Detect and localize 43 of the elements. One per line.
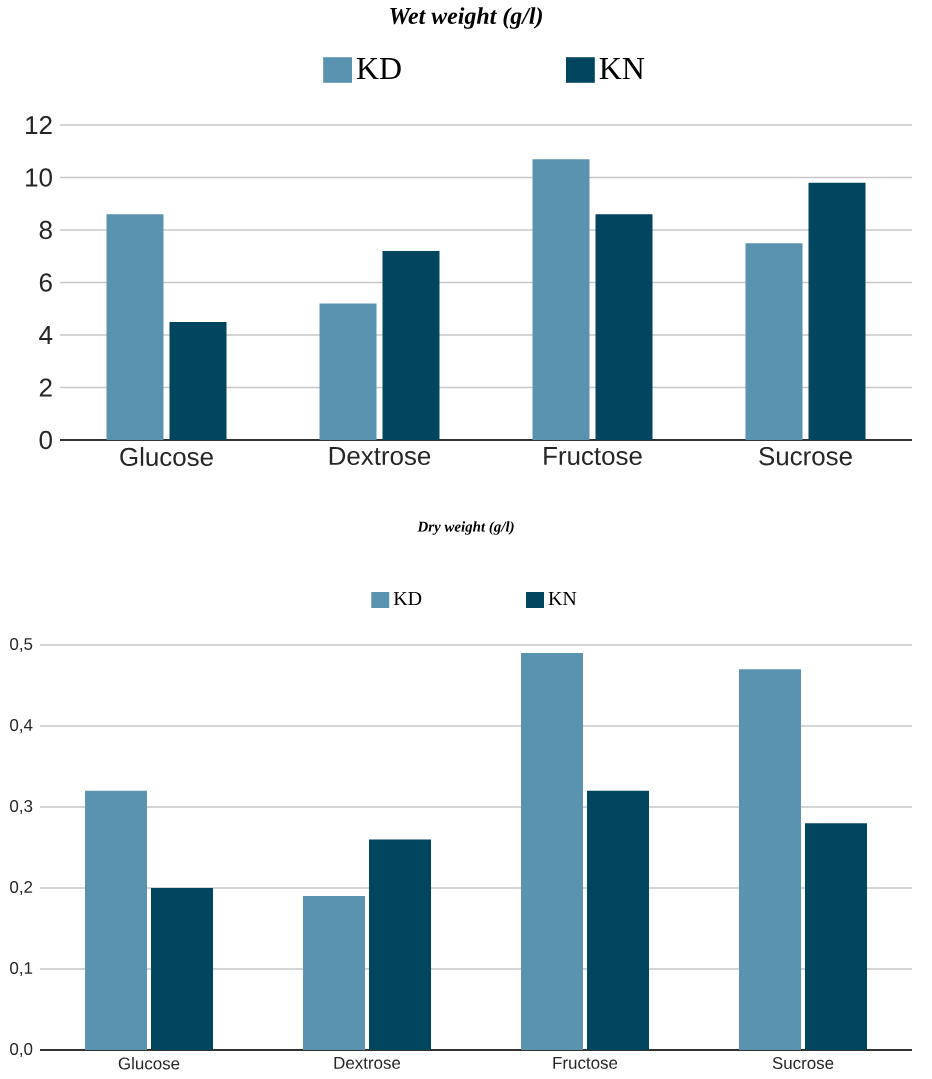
y-tick-label: 0,4	[10, 719, 33, 733]
bar	[303, 896, 365, 1051]
y-tick-label: 2	[39, 378, 52, 397]
x-tick-label: Glucose	[120, 447, 213, 467]
bar	[85, 790, 147, 1051]
legend-label: KN	[599, 58, 645, 79]
y-tick-label: 10	[26, 168, 52, 187]
x-tick-label: Fructose	[553, 1057, 618, 1069]
bar	[169, 321, 227, 441]
y-tick-label: 12	[26, 115, 52, 135]
x-tick-label: Dextrose	[334, 1057, 401, 1069]
bar	[319, 303, 377, 441]
y-tick-label: 0	[39, 430, 52, 450]
bar	[595, 214, 653, 441]
x-tick-label: Glucose	[118, 1057, 180, 1070]
y-tick-label: 0,3	[10, 800, 33, 814]
y-tick-label: 6	[39, 273, 52, 292]
bar	[532, 159, 590, 441]
bar	[739, 669, 802, 1051]
bar	[808, 182, 866, 441]
bar	[369, 839, 432, 1051]
legend-label: KD	[393, 591, 422, 606]
chart-title: Wet weight (g/l)	[390, 7, 542, 29]
x-tick-label: Sucrose	[759, 447, 852, 466]
x-tick-label: Sucrose	[772, 1057, 834, 1070]
x-tick-label: Dextrose	[329, 447, 431, 466]
bar	[151, 888, 213, 1051]
bar	[521, 653, 584, 1051]
bar	[382, 251, 440, 441]
bar	[587, 790, 650, 1051]
bar	[805, 823, 868, 1051]
bar	[745, 243, 803, 441]
legend-label: KN	[548, 591, 577, 606]
legend-label: KD	[356, 58, 401, 80]
bar	[106, 214, 164, 441]
chart-title: Dry weight (g/l)	[417, 521, 514, 535]
y-tick-label: 4	[39, 326, 53, 344]
y-tick-label: 0,5	[10, 638, 33, 652]
y-tick-label: 8	[39, 220, 52, 240]
x-tick-label: Fructose	[544, 447, 642, 466]
y-tick-label: 0,2	[10, 881, 33, 895]
y-tick-label: 0,0	[10, 1043, 33, 1057]
y-tick-label: 0,1	[10, 962, 33, 976]
